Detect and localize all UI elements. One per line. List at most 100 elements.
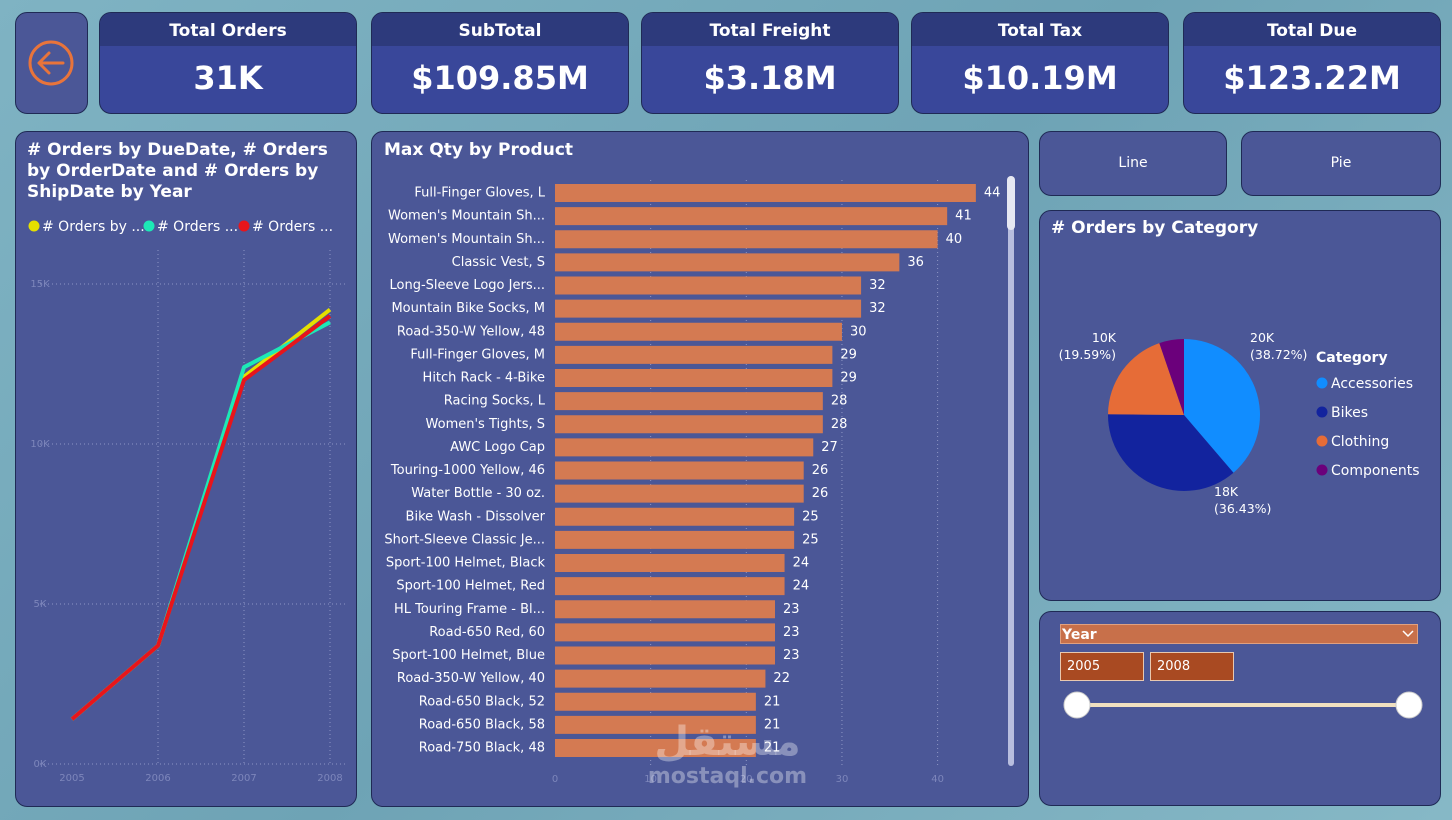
kpi-value: $3.18M <box>703 59 837 97</box>
legend-marker <box>1316 377 1328 389</box>
bar <box>555 207 948 226</box>
y-tick-label: Road-650 Black, 58 <box>419 717 545 732</box>
data-label: 23 <box>783 602 800 617</box>
y-tick-label: Sport-100 Helmet, Blue <box>392 648 545 663</box>
kpi-value: $10.19M <box>962 59 1118 97</box>
bar <box>555 253 900 272</box>
data-label: 21 <box>764 694 781 709</box>
bar <box>555 299 862 318</box>
y-tick-label: Sport-100 Helmet, Black <box>386 556 546 571</box>
chart-title: # Orders by Category <box>1051 218 1259 238</box>
y-tick-label: Short-Sleeve Classic Je... <box>384 532 545 547</box>
y-tick-label: Road-350-W Yellow, 40 <box>397 671 545 686</box>
data-label: 40 <box>946 232 963 247</box>
bar <box>555 669 766 688</box>
x-tick-label: 20 <box>740 774 753 785</box>
y-tick-label: Women's Mountain Sh... <box>388 209 545 224</box>
data-label: 32 <box>869 301 886 316</box>
slicer-end[interactable]: 2008 <box>1150 652 1234 681</box>
y-tick-label: 0K <box>34 759 47 770</box>
kpi-value: 31K <box>193 59 263 97</box>
bar <box>555 230 938 249</box>
x-tick-label: 30 <box>836 774 849 785</box>
y-tick-label: 10K <box>30 439 50 450</box>
data-label: 23 <box>783 648 800 663</box>
bar <box>555 507 795 526</box>
kpi-card: Total Due $123.22M <box>1183 12 1441 114</box>
y-tick-label: HL Touring Frame - Bl... <box>394 602 545 617</box>
chart-title: # Orders by DueDate, # Orders by OrderDa… <box>27 140 328 202</box>
bar <box>555 461 804 480</box>
data-label: 27 <box>821 440 838 455</box>
kpi-title: Total Freight <box>642 13 898 46</box>
y-tick-label: Hitch Rack - 4-Bike <box>423 371 545 386</box>
data-label: 21 <box>764 717 781 732</box>
kpi-card: Total Tax $10.19M <box>911 12 1169 114</box>
data-label: 25 <box>802 532 819 547</box>
x-tick-label: 0 <box>552 774 558 785</box>
data-label: 32 <box>869 278 886 293</box>
bar <box>555 484 804 503</box>
legend-marker <box>238 220 250 232</box>
bar <box>555 739 756 757</box>
x-tick-label: 2007 <box>231 773 256 784</box>
bar <box>555 692 756 711</box>
kpi-card: Total Orders 31K <box>99 12 357 114</box>
data-label: 36 <box>907 255 924 270</box>
kpi-title: Total Tax <box>912 13 1168 46</box>
y-tick-label: Racing Socks, L <box>444 394 546 409</box>
year-slider[interactable] <box>1050 685 1430 725</box>
bar <box>555 530 795 549</box>
y-tick-label: Classic Vest, S <box>452 255 545 270</box>
legend-marker <box>1316 406 1328 418</box>
bar <box>555 554 785 572</box>
bar <box>555 623 775 642</box>
y-tick-label: AWC Logo Cap <box>450 440 545 455</box>
data-label: 30 <box>850 324 867 339</box>
bar <box>555 392 823 411</box>
x-tick-label: 10 <box>644 774 657 785</box>
back-button[interactable] <box>15 12 88 114</box>
x-tick-label: 2008 <box>317 773 342 784</box>
slicer-header[interactable]: Year <box>1060 624 1418 644</box>
y-tick-label: Road-750 Black, 48 <box>419 741 545 756</box>
y-tick-label: Mountain Bike Socks, M <box>391 301 545 316</box>
line-series <box>70 314 332 721</box>
toggle-button[interactable]: Line <box>1039 131 1227 196</box>
slicer-start[interactable]: 2005 <box>1060 652 1144 681</box>
line-series <box>70 320 331 721</box>
kpi-title: Total Orders <box>100 13 356 46</box>
watermark-latin: mostaql.com <box>647 764 808 789</box>
y-tick-label: Water Bottle - 30 oz. <box>411 486 545 501</box>
toggle-button[interactable]: Pie <box>1241 131 1441 196</box>
legend-label: Clothing <box>1331 434 1389 450</box>
data-label: 23 <box>783 625 800 640</box>
legend-label: Components <box>1331 463 1420 479</box>
bar <box>555 369 833 387</box>
bar <box>555 438 814 457</box>
y-tick-label: Women's Tights, S <box>426 417 545 432</box>
back-icon <box>28 40 74 86</box>
y-tick-label: Road-350-W Yellow, 48 <box>397 324 545 339</box>
chevron <box>1402 630 1414 638</box>
y-tick-label: 15K <box>30 279 50 290</box>
pie-slice <box>1108 343 1184 415</box>
bar <box>555 322 842 341</box>
line-panel <box>15 131 357 807</box>
watermark: مستقل mostaql.com <box>640 720 815 790</box>
y-tick-label: Road-650 Black, 52 <box>419 694 545 709</box>
scrollbar-track <box>1008 176 1014 766</box>
pie-slice <box>1108 414 1234 491</box>
bar <box>555 345 833 364</box>
y-tick-label: Touring-1000 Yellow, 46 <box>390 463 545 478</box>
legend-label: # Orders ... <box>157 219 238 235</box>
y-tick-label: 5K <box>34 599 47 610</box>
kpi-value: $109.85M <box>411 59 589 97</box>
x-tick-label: 2006 <box>145 773 170 784</box>
data-label: 18K (36.43%) <box>1214 484 1272 516</box>
data-label: 41 <box>955 209 972 224</box>
y-tick-label: Sport-100 Helmet, Red <box>396 579 545 594</box>
y-tick-label: Road-650 Red, 60 <box>429 625 545 640</box>
legend-marker <box>1316 464 1328 476</box>
